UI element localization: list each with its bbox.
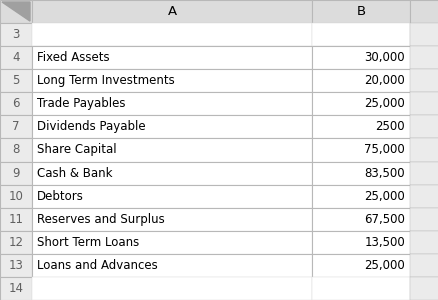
Text: Debtors: Debtors (37, 190, 84, 203)
Bar (32, 139, 311, 161)
Bar (0, 277, 32, 300)
Bar (32, 69, 311, 92)
Bar (32, 208, 311, 231)
Bar (311, 139, 409, 161)
Bar (311, 46, 409, 69)
Bar (409, 0, 438, 23)
Bar (0, 0, 32, 23)
Bar (0, 231, 32, 254)
Text: Cash & Bank: Cash & Bank (37, 167, 112, 180)
Bar (0, 116, 32, 139)
Text: 5: 5 (12, 74, 20, 87)
Bar (409, 116, 438, 139)
Bar (32, 184, 311, 208)
Text: B: B (356, 5, 365, 18)
Bar (311, 0, 409, 23)
Text: Trade Payables: Trade Payables (37, 97, 125, 110)
Bar (0, 184, 32, 208)
Bar (409, 254, 438, 277)
Text: Fixed Assets: Fixed Assets (37, 51, 110, 64)
Bar (311, 69, 409, 92)
Text: 67,500: 67,500 (363, 213, 404, 226)
Text: 20,000: 20,000 (364, 74, 404, 87)
Text: Short Term Loans: Short Term Loans (37, 236, 139, 249)
Text: 30,000: 30,000 (364, 51, 404, 64)
Bar (409, 139, 438, 161)
Bar (311, 184, 409, 208)
Bar (311, 92, 409, 116)
Text: A: A (167, 5, 176, 18)
Bar (0, 92, 32, 116)
Bar (409, 231, 438, 254)
Text: 2500: 2500 (374, 120, 404, 134)
Text: Reserves and Surplus: Reserves and Surplus (37, 213, 164, 226)
Bar (409, 161, 438, 184)
Text: Dividends Payable: Dividends Payable (37, 120, 145, 134)
Text: 13,500: 13,500 (364, 236, 404, 249)
Bar (409, 46, 438, 69)
Text: Long Term Investments: Long Term Investments (37, 74, 174, 87)
Text: 11: 11 (8, 213, 24, 226)
Bar (32, 23, 311, 46)
Bar (0, 69, 32, 92)
Text: 9: 9 (12, 167, 20, 180)
Bar (0, 139, 32, 161)
Bar (0, 208, 32, 231)
Text: 83,500: 83,500 (364, 167, 404, 180)
Text: Share Capital: Share Capital (37, 143, 117, 157)
Text: 7: 7 (12, 120, 20, 134)
Bar (311, 23, 409, 46)
Bar (0, 46, 32, 69)
Text: 25,000: 25,000 (364, 190, 404, 203)
Bar (32, 46, 311, 69)
Text: 13: 13 (9, 259, 23, 272)
Text: 6: 6 (12, 97, 20, 110)
Bar (311, 254, 409, 277)
Text: 25,000: 25,000 (364, 259, 404, 272)
Bar (409, 277, 438, 300)
Bar (32, 254, 311, 277)
Bar (0, 161, 32, 184)
Text: 12: 12 (8, 236, 24, 249)
Text: 3: 3 (12, 28, 20, 41)
Bar (311, 161, 409, 184)
Text: 10: 10 (9, 190, 23, 203)
Bar (32, 277, 311, 300)
Bar (32, 231, 311, 254)
Text: 4: 4 (12, 51, 20, 64)
Bar (0, 254, 32, 277)
Bar (409, 69, 438, 92)
Text: 25,000: 25,000 (364, 97, 404, 110)
Bar (0, 23, 32, 46)
Bar (32, 116, 311, 139)
Bar (409, 23, 438, 46)
Bar (311, 208, 409, 231)
Bar (311, 277, 409, 300)
Bar (32, 0, 311, 23)
Bar (32, 92, 311, 116)
Bar (409, 184, 438, 208)
Bar (32, 161, 311, 184)
Polygon shape (2, 2, 30, 21)
Bar (409, 92, 438, 116)
Text: 14: 14 (8, 282, 24, 295)
Text: 8: 8 (12, 143, 20, 157)
Text: Loans and Advances: Loans and Advances (37, 259, 157, 272)
Text: 75,000: 75,000 (364, 143, 404, 157)
Bar (311, 231, 409, 254)
Bar (409, 208, 438, 231)
Bar (311, 116, 409, 139)
